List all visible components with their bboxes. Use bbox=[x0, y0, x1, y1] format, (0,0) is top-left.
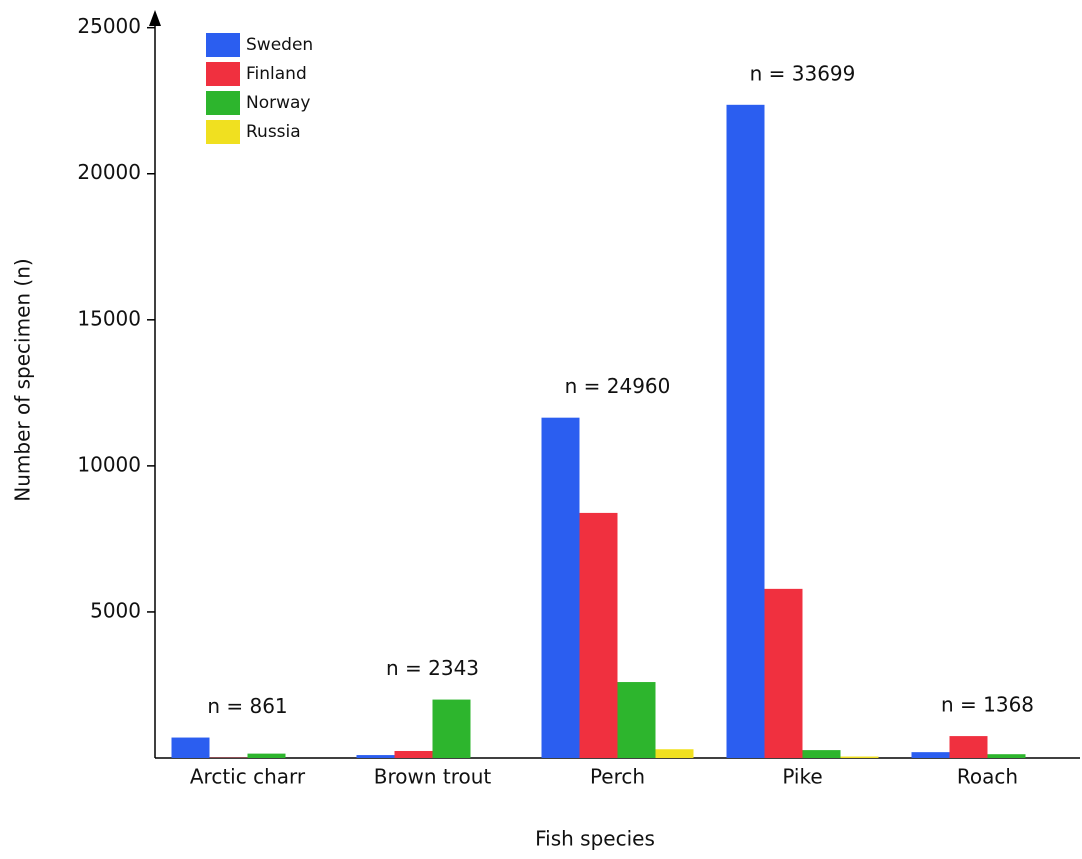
bar bbox=[803, 750, 841, 758]
y-tick-label: 15000 bbox=[77, 306, 141, 330]
annotation: n = 861 bbox=[207, 694, 287, 718]
bar bbox=[580, 513, 618, 758]
bar bbox=[395, 751, 433, 758]
legend-label: Norway bbox=[246, 93, 311, 113]
x-tick-label: Pike bbox=[782, 765, 822, 789]
x-axis-label: Fish species bbox=[535, 827, 655, 851]
bar bbox=[656, 749, 694, 758]
bar bbox=[357, 755, 395, 758]
bar bbox=[765, 589, 803, 758]
bar bbox=[618, 682, 656, 758]
bar bbox=[841, 757, 879, 758]
annotation: n = 2343 bbox=[386, 656, 479, 680]
legend-label: Sweden bbox=[246, 35, 313, 55]
bar bbox=[542, 418, 580, 758]
annotation: n = 1368 bbox=[941, 693, 1034, 717]
x-tick-label: Brown trout bbox=[374, 765, 492, 789]
annotation: n = 24960 bbox=[565, 374, 671, 398]
x-tick-label: Roach bbox=[957, 765, 1018, 789]
y-tick-label: 20000 bbox=[77, 160, 141, 184]
bar bbox=[172, 738, 210, 758]
y-axis-arrow bbox=[149, 10, 161, 26]
bar bbox=[433, 700, 471, 758]
legend-swatch bbox=[206, 91, 240, 115]
y-axis-label: Number of specimen (n) bbox=[11, 258, 35, 501]
bar bbox=[727, 105, 765, 758]
y-tick-label: 25000 bbox=[77, 14, 141, 38]
legend-label: Finland bbox=[246, 64, 307, 84]
bar bbox=[248, 754, 286, 758]
legend-label: Russia bbox=[246, 122, 301, 142]
legend-swatch bbox=[206, 62, 240, 86]
bar bbox=[950, 736, 988, 758]
x-tick-label: Arctic charr bbox=[190, 765, 306, 789]
x-tick-label: Perch bbox=[590, 765, 645, 789]
bar bbox=[912, 752, 950, 758]
bar bbox=[988, 754, 1026, 758]
legend-swatch bbox=[206, 33, 240, 57]
y-tick-label: 10000 bbox=[77, 452, 141, 476]
legend-swatch bbox=[206, 120, 240, 144]
y-tick-label: 5000 bbox=[90, 598, 141, 622]
annotation: n = 33699 bbox=[750, 61, 856, 85]
